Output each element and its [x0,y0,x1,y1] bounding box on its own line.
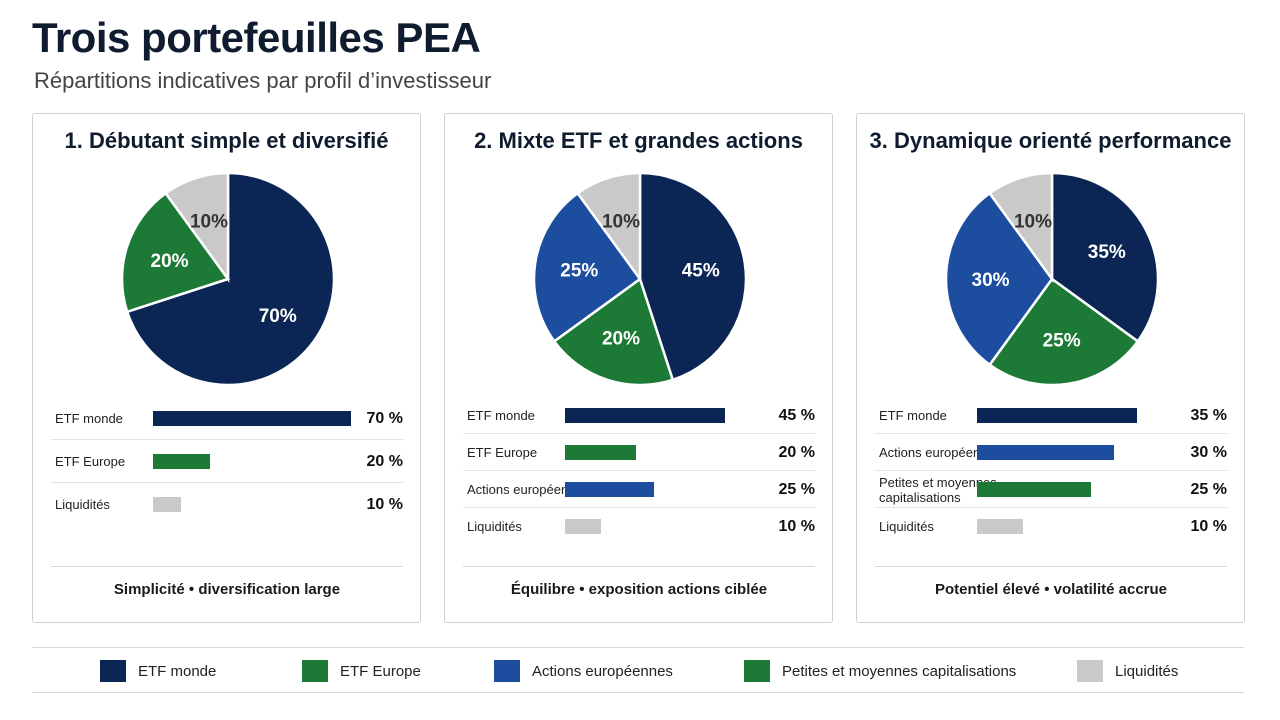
pie-chart: 45% 20% 25% 10% [532,171,748,387]
row-label: Liquidités [467,519,522,534]
legend-label: Actions européennes [532,662,673,680]
legend-label: Petites et moyennes capitalisations [782,662,1017,680]
pie-slice-label: 10% [602,212,640,233]
legend-item-liquidites: Liquidités [1077,660,1178,682]
row-label: ETF monde [879,408,947,423]
row-value: 25 % [1190,480,1227,498]
pie-slice-label: 20% [151,251,189,272]
legend-swatch [100,660,126,682]
card-title: 3. Dynamique orienté performance [869,128,1232,153]
row-label: ETF Europe [55,454,126,469]
legend-swatch [302,660,328,682]
row-bar [565,408,725,423]
row-label: ETF monde [467,408,535,423]
allocation-row: ETF monde 35 % [875,397,1227,434]
pie-slice-etf-europe [552,276,675,387]
legend-label: ETF monde [138,662,217,680]
row-label: Liquidités [55,497,110,512]
chart-legend: ETF monde ETF Europe Actions européennes Pe… [32,647,1244,693]
pie-slice-label: 70% [259,306,297,327]
pie-slice-label: 45% [682,260,720,281]
row-bar [565,519,601,534]
pie-chart: 70% 20%10% [120,171,336,387]
row-bar [153,411,351,426]
row-bar [565,482,654,497]
card-footer: Équilibre • exposition actions ciblée [463,566,815,598]
card-title: 2. Mixte ETF et grandes actions [474,128,803,153]
row-value: 25 % [778,480,815,498]
portfolio-card-3: 3. Dynamique orienté performance 35% 25% 3… [856,113,1245,623]
row-bar [565,445,637,460]
row-value: 20 % [366,452,403,470]
legend-swatch [494,660,520,682]
legend-item-etf-monde: ETF monde [100,660,216,682]
allocation-row: ETF Europe 20 % [51,440,403,483]
allocation-row: Liquidités 10 % [51,483,403,526]
allocation-row: ETF monde 70 % [51,397,403,440]
allocation-row: ETF monde 45 % [463,397,815,434]
row-bar [977,408,1137,423]
row-label: ETF monde [55,411,123,426]
pie-slice-etf-monde [638,171,748,382]
legend-item-actions-europeennes: Actions européennes [494,660,673,682]
legend-item-petites-et-moyennes-capitalisations: Petites et moyennes capitalisations [744,660,1016,682]
pie-slice-etf-monde [1050,171,1160,344]
row-value: 10 % [1190,517,1227,535]
row-value: 35 % [1190,406,1227,424]
allocation-row: Petites et moyennes capitalisations 25 % [875,471,1227,508]
card-footer: Potentiel élevé • volatilité accrue [875,566,1227,598]
legend-item-etf-europe: ETF Europe [302,660,421,682]
pie-slice-label: 10% [190,212,228,233]
pie-slice-liquidites [575,171,642,283]
pie-slice-label: 25% [560,260,598,281]
allocation-row: Liquidités 10 % [463,508,815,545]
row-value: 45 % [778,406,815,424]
row-value: 70 % [366,409,403,427]
pie-slice-label: 35% [1088,242,1126,263]
row-label: ETF Europe [467,445,538,460]
portfolio-card-1: 1. Débutant simple et diversifié 70% 20% 1… [32,113,421,623]
legend-swatch [1077,660,1103,682]
pie-slice-etf-europe [120,191,231,314]
row-bar [977,482,1092,497]
legend-label: ETF Europe [340,662,421,680]
pie-slice-liquidites [163,171,230,283]
card-title: 1. Débutant simple et diversifié [64,128,389,153]
row-bar [977,519,1023,534]
row-value: 20 % [778,443,815,461]
pie-slice-actions-europeennes [944,191,1054,367]
page-subtitle: Répartitions indicatives par profil d’in… [34,68,492,93]
row-value: 30 % [1190,443,1227,461]
allocation-row: Actions européennes 25 % [463,471,815,508]
allocation-row: Liquidités 10 % [875,508,1227,545]
pie-slice-actions-europeennes [532,191,642,344]
pie-slice-label: 25% [1043,331,1081,352]
pie-slice-label: 30% [972,270,1010,291]
pie-slice-label: 20% [602,328,640,349]
row-bar [977,445,1115,460]
row-label: Liquidités [879,519,934,534]
pie-slice-liquidites [987,171,1054,283]
row-bar [153,454,210,469]
page-title: Trois portefeuilles PEA [32,14,481,61]
row-bar [153,497,182,512]
allocation-row: ETF Europe 20 % [463,434,815,471]
portfolio-card-2: 2. Mixte ETF et grandes actions 45% 20% 25… [444,113,833,623]
legend-label: Liquidités [1115,662,1179,680]
row-label: Petites et moyennes capitalisations [879,474,997,505]
pie-slice-etf-monde [125,171,336,387]
card-footer: Simplicité • diversification large [51,566,403,598]
legend-swatch [744,660,770,682]
pie-slice-petites-et-moyennes-capitalisations [987,277,1140,387]
pie-chart: 35% 25% 30% 10% [944,171,1160,387]
pie-slice-label: 10% [1014,212,1052,233]
row-value: 10 % [366,495,403,513]
row-value: 10 % [778,517,815,535]
allocation-row: Actions européennes 30 % [875,434,1227,471]
